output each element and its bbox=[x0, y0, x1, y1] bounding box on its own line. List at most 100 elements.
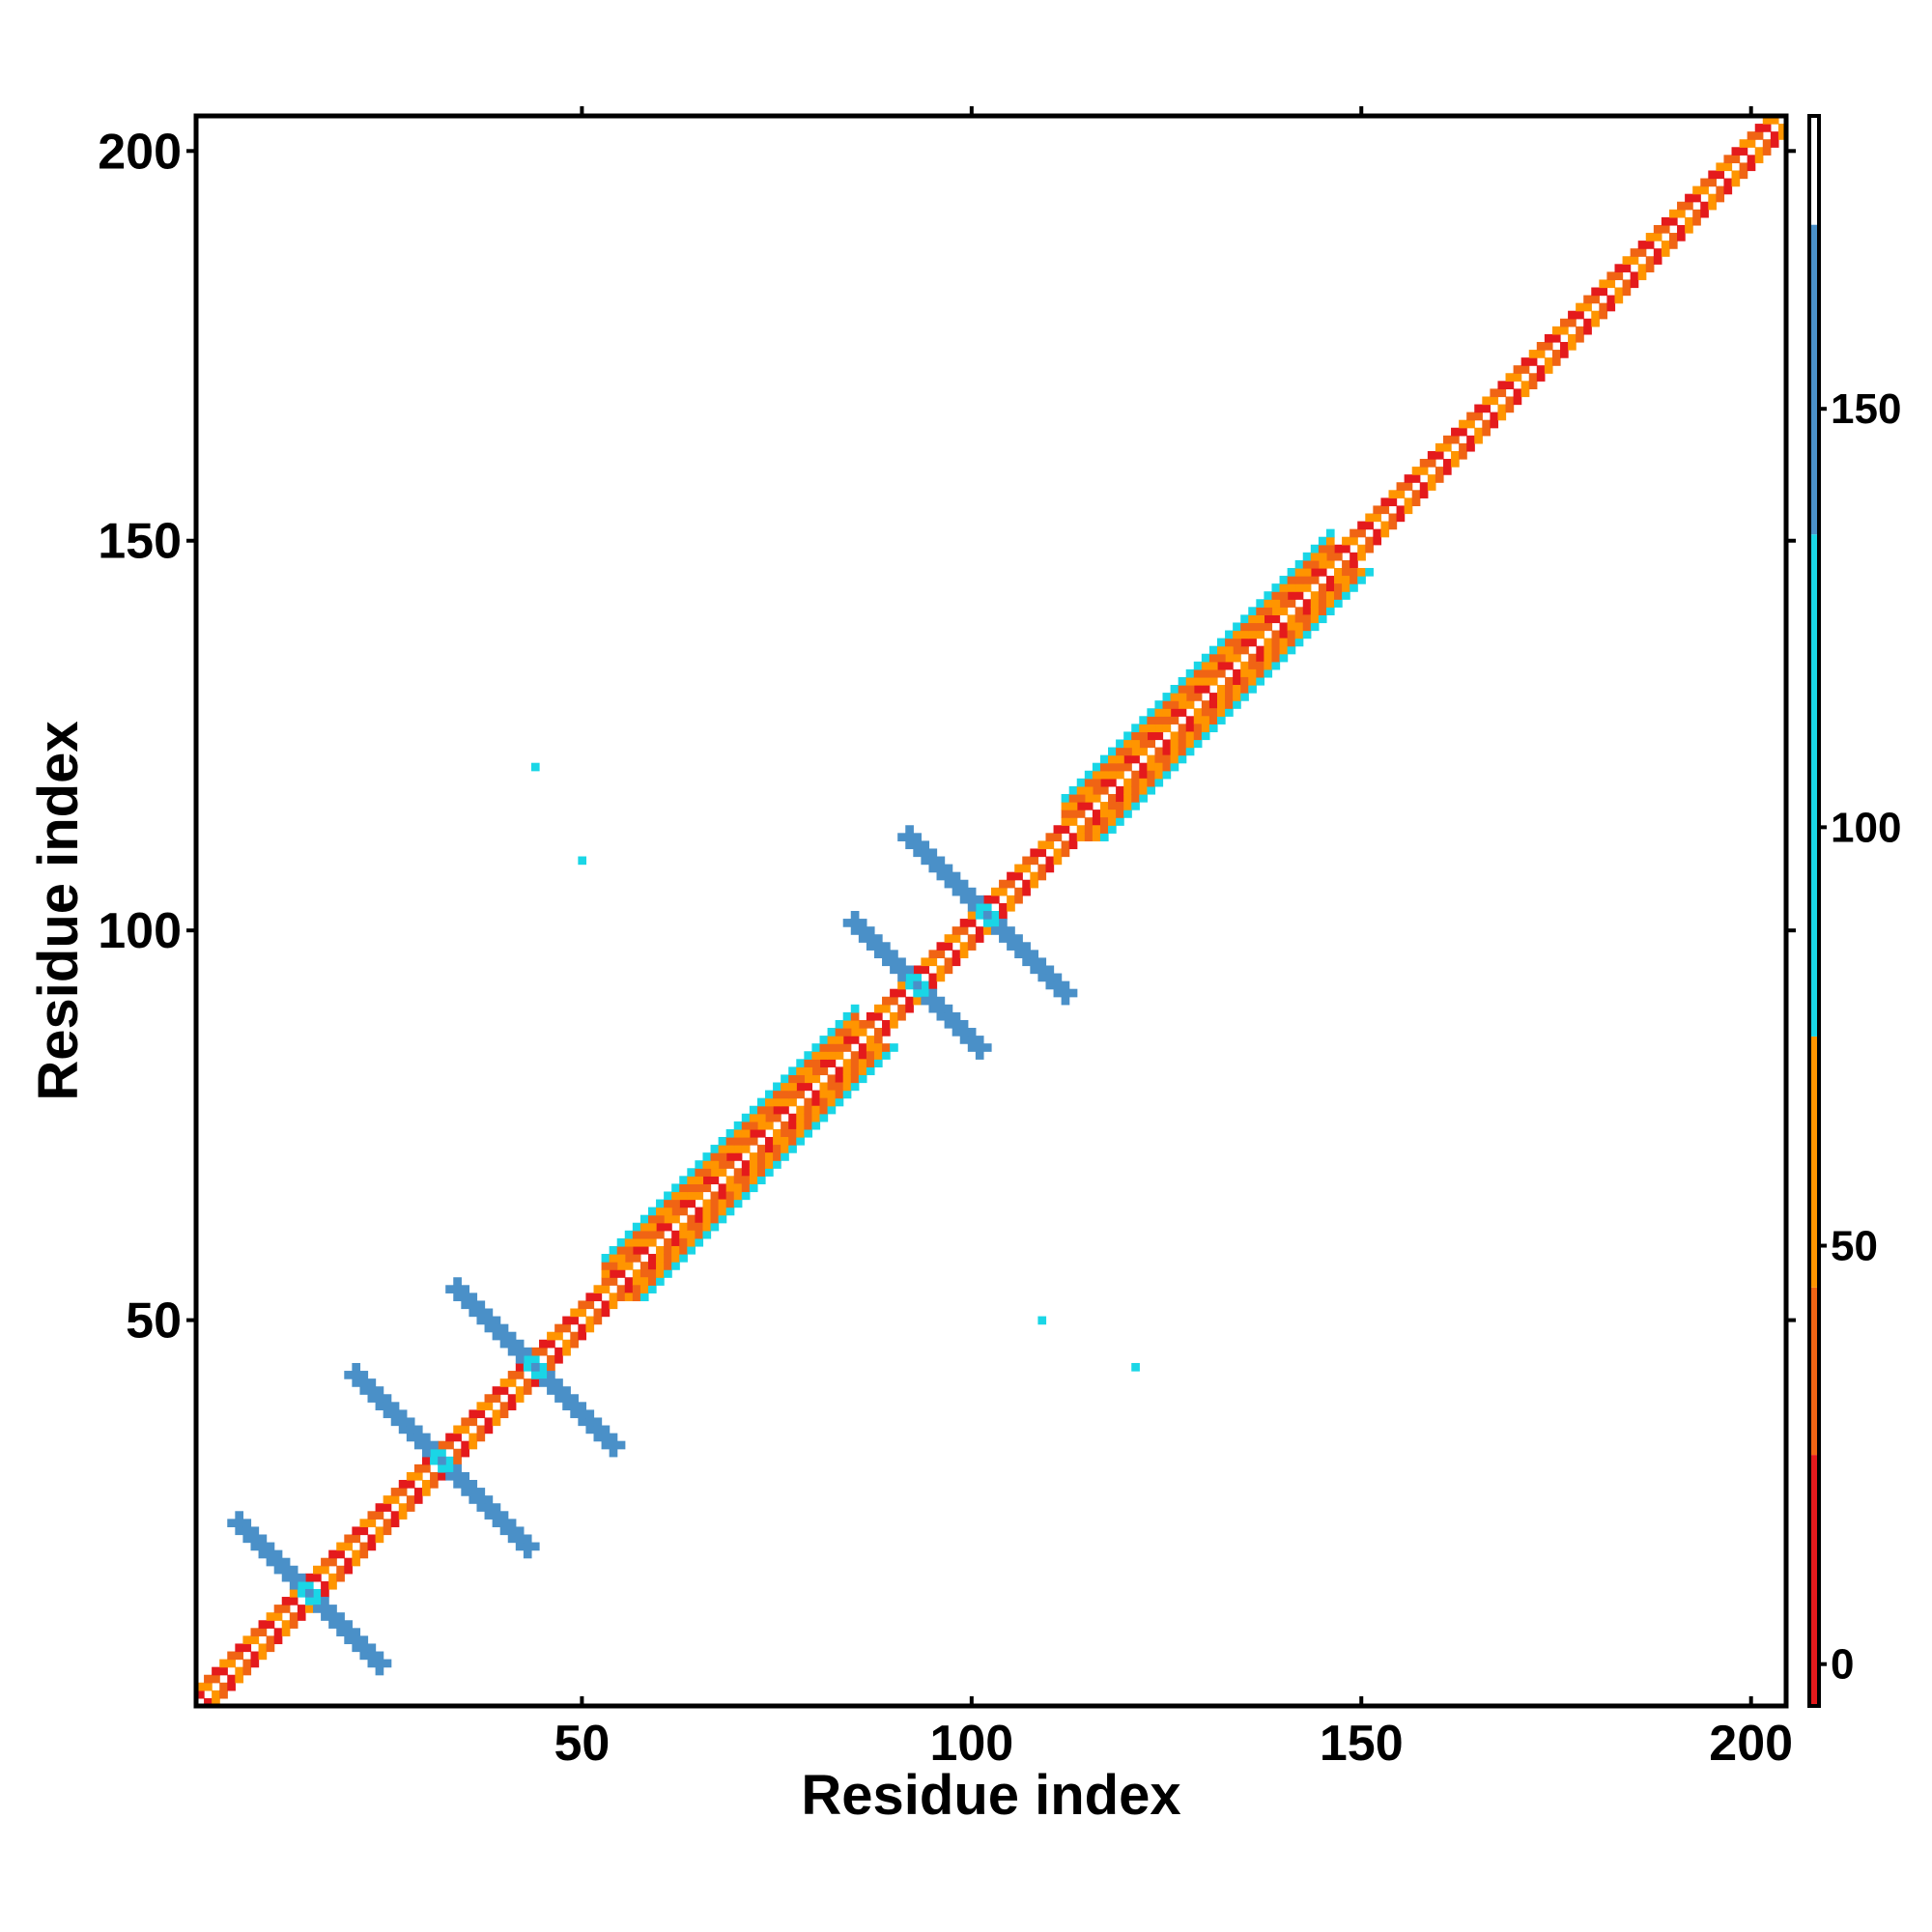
heatmap-cell bbox=[811, 1043, 821, 1052]
heatmap-cell bbox=[1404, 482, 1413, 491]
heatmap-cell bbox=[1287, 622, 1296, 632]
heatmap-cell bbox=[585, 1316, 595, 1325]
heatmap-cell bbox=[1193, 676, 1203, 686]
heatmap-cell bbox=[952, 1019, 961, 1029]
heatmap-cell bbox=[1201, 731, 1210, 741]
heatmap-cell bbox=[1256, 607, 1264, 615]
heatmap-cell bbox=[1325, 552, 1335, 561]
heatmap-cell bbox=[890, 1019, 898, 1029]
heatmap-cell bbox=[1520, 357, 1530, 366]
heatmap-cell bbox=[1427, 474, 1436, 483]
heatmap-cell bbox=[632, 1245, 641, 1255]
heatmap-cell bbox=[944, 965, 953, 975]
heatmap-cell bbox=[781, 1090, 789, 1099]
heatmap-cell bbox=[1287, 614, 1296, 624]
heatmap-cell bbox=[749, 1113, 758, 1122]
heatmap-cell bbox=[1131, 754, 1140, 764]
heatmap-cell bbox=[1092, 817, 1101, 826]
heatmap-cell bbox=[756, 1121, 766, 1130]
heatmap-cell bbox=[781, 1074, 789, 1084]
heatmap-cell bbox=[227, 1651, 236, 1661]
heatmap-cell bbox=[664, 1237, 672, 1247]
heatmap-cell bbox=[921, 957, 930, 967]
heatmap-cell bbox=[1365, 567, 1374, 577]
heatmap-cell bbox=[913, 988, 922, 998]
heatmap-cell bbox=[679, 1254, 688, 1263]
heatmap-cell bbox=[1388, 521, 1398, 530]
heatmap-cell bbox=[952, 879, 961, 889]
heatmap-cell bbox=[1435, 442, 1444, 452]
heatmap-cell bbox=[967, 911, 977, 920]
heatmap-cell bbox=[781, 1145, 789, 1153]
heatmap-cell bbox=[897, 980, 906, 990]
heatmap-cell bbox=[967, 1036, 977, 1044]
heatmap-cell bbox=[1233, 685, 1241, 694]
heatmap-cell bbox=[601, 1425, 611, 1435]
heatmap-cell bbox=[1248, 685, 1257, 694]
heatmap-cell bbox=[827, 1051, 837, 1060]
heatmap-cell bbox=[959, 1036, 969, 1044]
heatmap-cell bbox=[952, 1011, 961, 1021]
heatmap-cell bbox=[664, 1191, 672, 1201]
heatmap-cell bbox=[1442, 442, 1452, 452]
heatmap-cell bbox=[499, 1378, 509, 1387]
heatmap-cell bbox=[1388, 490, 1398, 498]
heatmap-cell bbox=[702, 1214, 712, 1224]
heatmap-cell bbox=[1490, 419, 1499, 429]
heatmap-cell bbox=[936, 973, 946, 982]
heatmap-cell bbox=[1123, 754, 1132, 764]
heatmap-cell bbox=[1123, 762, 1132, 772]
heatmap-cell bbox=[1099, 810, 1109, 818]
heatmap-cell bbox=[718, 1207, 727, 1216]
heatmap-cell bbox=[897, 833, 906, 841]
heatmap-cell bbox=[1302, 614, 1312, 624]
heatmap-cell bbox=[1170, 747, 1179, 756]
heatmap-cell bbox=[804, 1128, 813, 1138]
heatmap-cell bbox=[1022, 957, 1031, 967]
heatmap-cell bbox=[1225, 630, 1234, 639]
heatmap-cell bbox=[1162, 739, 1172, 749]
heatmap-cell bbox=[547, 1362, 555, 1372]
heatmap-cell bbox=[850, 1028, 860, 1037]
heatmap-cell bbox=[1357, 552, 1366, 561]
heatmap-cell bbox=[1350, 528, 1358, 538]
heatmap-cell bbox=[1264, 661, 1273, 670]
heatmap-cell bbox=[1154, 762, 1164, 772]
heatmap-cell bbox=[756, 1168, 766, 1177]
heatmap-cell bbox=[453, 1433, 462, 1442]
heatmap-cell bbox=[476, 1433, 486, 1442]
heatmap-cell bbox=[242, 1635, 252, 1645]
heatmap-cell bbox=[1404, 505, 1413, 515]
heatmap-cell bbox=[1731, 178, 1741, 187]
heatmap-cell bbox=[1037, 840, 1047, 850]
heatmap-cell bbox=[1342, 576, 1350, 584]
heatmap-cell bbox=[421, 1433, 431, 1442]
heatmap-cell bbox=[1193, 685, 1203, 694]
heatmap-cell bbox=[632, 1254, 641, 1263]
heatmap-cell bbox=[547, 1378, 555, 1387]
colorbar-band bbox=[1809, 1455, 1819, 1706]
heatmap-cell bbox=[1240, 622, 1249, 632]
heatmap-cell bbox=[718, 1168, 727, 1177]
heatmap-cell bbox=[1497, 381, 1507, 389]
heatmap-cell bbox=[469, 1308, 478, 1318]
heatmap-cell bbox=[1123, 802, 1132, 810]
heatmap-cell bbox=[773, 1097, 781, 1107]
heatmap-cell bbox=[1022, 856, 1031, 866]
heatmap-cell bbox=[639, 1293, 649, 1302]
heatmap-cell bbox=[445, 1285, 454, 1293]
heatmap-cell bbox=[1256, 661, 1264, 670]
heatmap-cell bbox=[1497, 412, 1507, 421]
heatmap-cell bbox=[936, 965, 946, 975]
heatmap-cell bbox=[702, 1230, 712, 1239]
heatmap-cell bbox=[921, 988, 930, 998]
heatmap-cell bbox=[539, 1362, 548, 1372]
heatmap-cell bbox=[1264, 599, 1273, 608]
heatmap-cell bbox=[304, 1580, 314, 1590]
heatmap-cell bbox=[375, 1534, 384, 1544]
heatmap-cell bbox=[1201, 661, 1210, 670]
heatmap-cell bbox=[928, 980, 938, 990]
heatmap-cell bbox=[1131, 802, 1140, 810]
colorbar-band bbox=[1809, 224, 1819, 535]
y-axis-title: Residue index bbox=[27, 721, 90, 1100]
